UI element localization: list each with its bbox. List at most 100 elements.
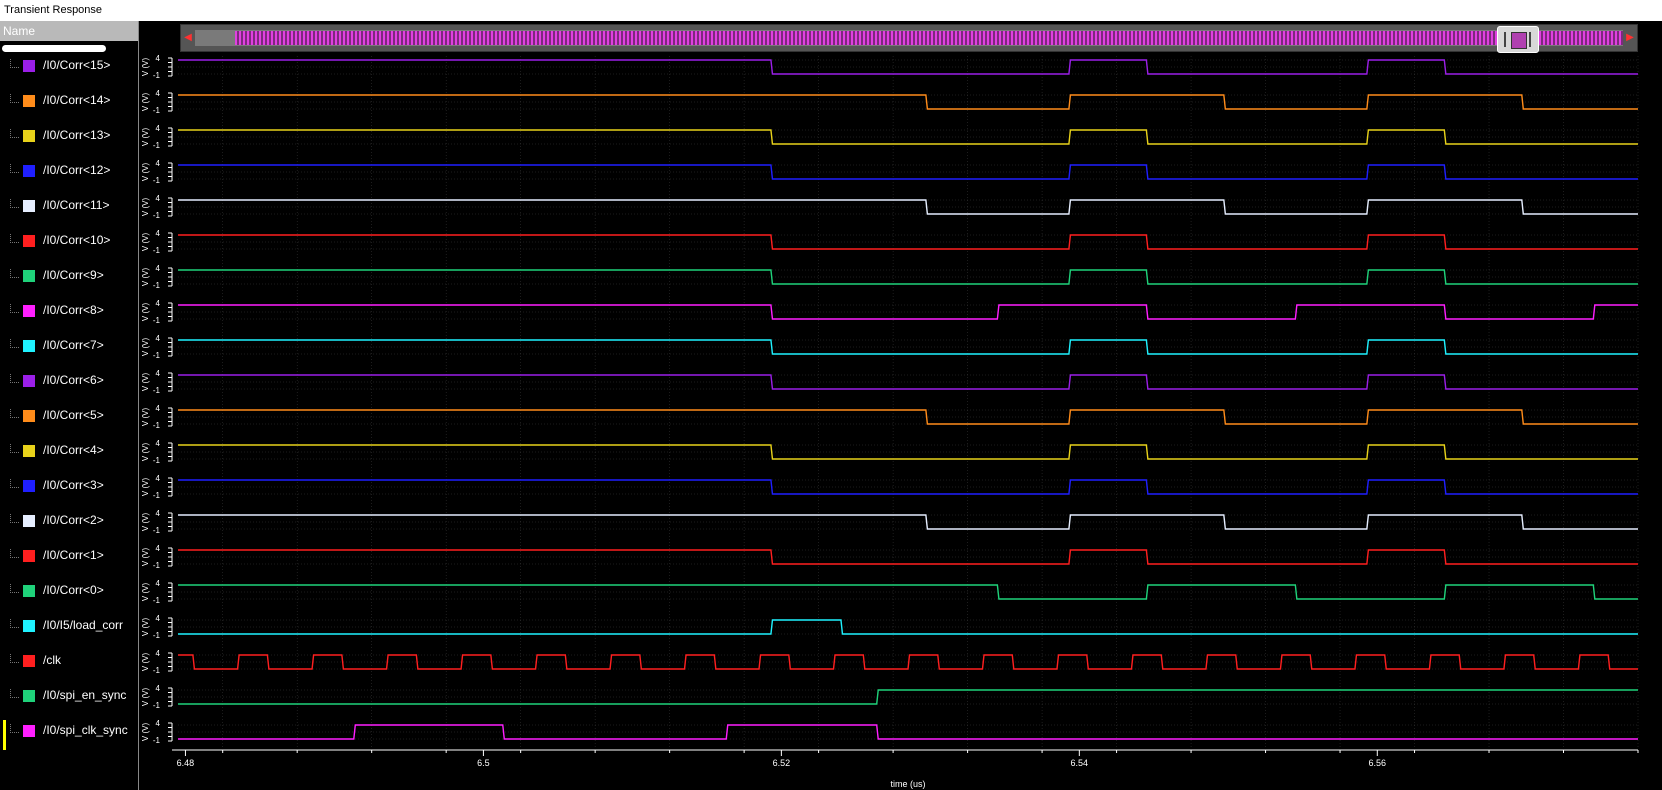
tree-connector-icon bbox=[10, 479, 19, 488]
y-tick-label: 4 bbox=[156, 544, 161, 553]
panel-divider[interactable] bbox=[138, 21, 139, 790]
signal-color-swatch[interactable] bbox=[23, 410, 35, 422]
signal-color-swatch[interactable] bbox=[23, 235, 35, 247]
signal-waveform[interactable] bbox=[178, 199, 1638, 215]
y-tick-label: -1 bbox=[153, 106, 161, 115]
y-axis-label: V (V) bbox=[141, 408, 150, 427]
signal-row[interactable]: /I0/Corr<3> bbox=[0, 476, 138, 496]
signal-row[interactable]: /I0/Corr<4> bbox=[0, 441, 138, 461]
signal-waveform[interactable] bbox=[178, 129, 1638, 145]
signal-row[interactable]: /I0/Corr<14> bbox=[0, 91, 138, 111]
signal-waveform[interactable] bbox=[178, 584, 1638, 600]
signal-waveform[interactable] bbox=[178, 689, 1638, 705]
signal-color-swatch[interactable] bbox=[23, 515, 35, 527]
signal-waveform[interactable] bbox=[178, 374, 1638, 390]
overview-thumb[interactable] bbox=[1497, 26, 1539, 53]
scroll-right-arrow-icon[interactable]: ▶ bbox=[1626, 32, 1634, 43]
signal-row[interactable]: /I0/spi_en_sync bbox=[0, 686, 138, 706]
signal-waveform[interactable] bbox=[178, 234, 1638, 250]
y-axis: 4 -1V (V) bbox=[141, 509, 173, 535]
y-axis: 4 -1V (V) bbox=[141, 299, 173, 325]
signal-color-swatch[interactable] bbox=[23, 725, 35, 737]
signal-name: /I0/Corr<5> bbox=[43, 408, 104, 422]
signal-waveform[interactable] bbox=[178, 59, 1638, 75]
signal-row[interactable]: /I0/Corr<5> bbox=[0, 406, 138, 426]
signal-list-scrollbar[interactable] bbox=[2, 45, 106, 52]
signal-color-swatch[interactable] bbox=[23, 620, 35, 632]
signal-color-swatch[interactable] bbox=[23, 655, 35, 667]
signal-row[interactable]: /I0/Corr<2> bbox=[0, 511, 138, 531]
y-axis-label: V (V) bbox=[141, 723, 150, 742]
signal-row[interactable]: /I0/Corr<15> bbox=[0, 56, 138, 76]
signal-waveform[interactable] bbox=[178, 479, 1638, 495]
signal-waveform[interactable] bbox=[178, 409, 1638, 425]
y-axis: 4 -1V (V) bbox=[141, 54, 173, 80]
signal-waveform[interactable] bbox=[178, 549, 1638, 565]
tree-connector-icon bbox=[10, 619, 19, 628]
y-tick-label: 4 bbox=[156, 229, 161, 238]
tree-connector-icon bbox=[10, 129, 19, 138]
y-tick-label: -1 bbox=[153, 386, 161, 395]
signal-row[interactable]: /I0/spi_clk_sync bbox=[0, 721, 138, 741]
signal-waveform[interactable] bbox=[178, 164, 1638, 180]
signal-row[interactable]: /clk bbox=[0, 651, 138, 671]
signal-waveform[interactable] bbox=[178, 619, 1638, 635]
signal-row[interactable]: /I0/Corr<7> bbox=[0, 336, 138, 356]
y-axis-label: V (V) bbox=[141, 443, 150, 462]
y-tick-label: -1 bbox=[153, 526, 161, 535]
signal-row[interactable]: /I0/Corr<0> bbox=[0, 581, 138, 601]
scroll-left-arrow-icon[interactable]: ◀ bbox=[184, 32, 192, 43]
signal-color-swatch[interactable] bbox=[23, 375, 35, 387]
y-axis: 4 -1V (V) bbox=[141, 334, 173, 360]
y-axis: 4 -1V (V) bbox=[141, 404, 173, 430]
y-axis-label: V (V) bbox=[141, 688, 150, 707]
signal-waveform[interactable] bbox=[178, 339, 1638, 355]
signal-color-swatch[interactable] bbox=[23, 200, 35, 212]
y-tick-label: 4 bbox=[156, 509, 161, 518]
y-axis-label: V (V) bbox=[141, 58, 150, 77]
y-tick-label: 4 bbox=[156, 264, 161, 273]
signal-waveform[interactable] bbox=[178, 444, 1638, 460]
signal-row[interactable]: /I0/Corr<11> bbox=[0, 196, 138, 216]
signal-color-swatch[interactable] bbox=[23, 585, 35, 597]
signal-color-swatch[interactable] bbox=[23, 60, 35, 72]
signal-color-swatch[interactable] bbox=[23, 305, 35, 317]
signal-color-swatch[interactable] bbox=[23, 130, 35, 142]
y-axis-label: V (V) bbox=[141, 268, 150, 287]
signal-row[interactable]: /I0/Corr<1> bbox=[0, 546, 138, 566]
signal-color-swatch[interactable] bbox=[23, 165, 35, 177]
signal-name: /I0/Corr<4> bbox=[43, 443, 104, 457]
y-tick-label: 4 bbox=[156, 579, 161, 588]
signal-row[interactable]: /I0/Corr<12> bbox=[0, 161, 138, 181]
signal-list-header-label: Name bbox=[3, 24, 36, 38]
window-title-bar: Transient Response bbox=[0, 0, 1662, 21]
signal-row[interactable]: /I0/I5/load_corr bbox=[0, 616, 138, 636]
signal-color-swatch[interactable] bbox=[23, 690, 35, 702]
signal-row[interactable]: /I0/Corr<13> bbox=[0, 126, 138, 146]
signal-waveform[interactable] bbox=[178, 94, 1638, 110]
signal-waveform[interactable] bbox=[178, 724, 1638, 740]
signal-row[interactable]: /I0/Corr<6> bbox=[0, 371, 138, 391]
y-axis: 4 -1V (V) bbox=[141, 194, 173, 220]
signal-list-header[interactable]: Name bbox=[0, 21, 138, 41]
signal-color-swatch[interactable] bbox=[23, 95, 35, 107]
tree-connector-icon bbox=[10, 549, 19, 558]
overview-scrollbar[interactable]: ◀ ▶ bbox=[180, 24, 1638, 53]
x-axis-label: time (us) bbox=[890, 779, 925, 789]
signal-color-swatch[interactable] bbox=[23, 550, 35, 562]
y-tick-label: 4 bbox=[156, 404, 161, 413]
signal-color-swatch[interactable] bbox=[23, 270, 35, 282]
signal-color-swatch[interactable] bbox=[23, 480, 35, 492]
signal-row[interactable]: /I0/Corr<10> bbox=[0, 231, 138, 251]
signal-waveform[interactable] bbox=[178, 304, 1638, 320]
y-tick-label: -1 bbox=[153, 71, 161, 80]
thumb-grip-left-icon bbox=[1504, 32, 1506, 47]
signal-waveform[interactable] bbox=[178, 269, 1638, 285]
signal-waveform[interactable] bbox=[178, 514, 1638, 530]
signal-color-swatch[interactable] bbox=[23, 445, 35, 457]
signal-color-swatch[interactable] bbox=[23, 340, 35, 352]
signal-waveform[interactable] bbox=[178, 654, 1638, 670]
signal-row[interactable]: /I0/Corr<8> bbox=[0, 301, 138, 321]
signal-row[interactable]: /I0/Corr<9> bbox=[0, 266, 138, 286]
